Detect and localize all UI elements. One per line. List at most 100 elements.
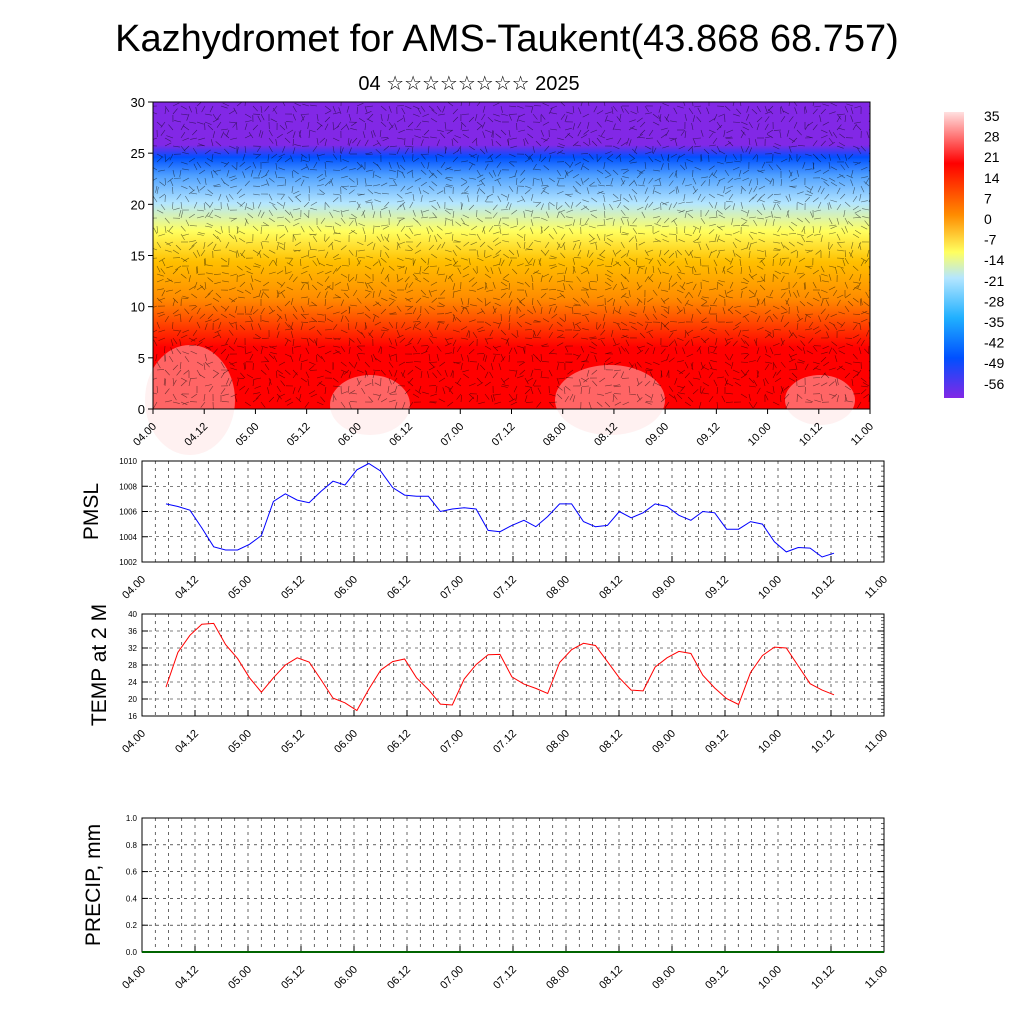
wind-barb	[628, 119, 636, 123]
wind-barb	[544, 241, 550, 249]
wind-barb	[828, 153, 831, 161]
wind-barb	[583, 129, 590, 135]
wind-barb	[468, 257, 471, 265]
wind-barb	[351, 121, 358, 127]
wind-barb	[160, 121, 166, 128]
wind-barb	[292, 113, 296, 121]
wind-barb	[279, 233, 286, 239]
wind-barb	[430, 289, 438, 293]
wind-barb	[188, 337, 196, 342]
wind-barb	[657, 259, 662, 267]
wind-barb	[358, 118, 366, 123]
wind-barb	[652, 207, 660, 211]
wind-barb	[495, 153, 502, 159]
wind-barb	[508, 299, 513, 307]
wind-barb	[662, 239, 670, 243]
wind-barb	[424, 321, 430, 329]
wind-barb	[372, 129, 376, 137]
wind-barb	[292, 222, 300, 227]
wind-barbs	[153, 102, 870, 409]
wind-barb	[561, 241, 566, 249]
wind-barb	[772, 313, 778, 320]
wind-barb	[188, 286, 196, 291]
wind-barb	[774, 143, 782, 147]
wind-barb	[160, 129, 166, 136]
wind-barb	[644, 151, 652, 155]
wind-barb	[324, 161, 327, 169]
wind-barb	[348, 168, 356, 171]
wind-barb	[340, 289, 349, 291]
wind-barb	[676, 305, 681, 313]
wind-barb	[828, 141, 835, 147]
wind-barb	[774, 377, 782, 382]
wind-barb	[548, 369, 553, 377]
wind-barb	[300, 113, 305, 121]
wind-barb	[364, 322, 367, 331]
wind-barb	[596, 257, 604, 261]
wind-barb	[309, 248, 318, 251]
wind-barb	[244, 145, 247, 153]
wind-barb	[307, 297, 310, 305]
wind-barb	[260, 369, 267, 375]
wind-barb	[772, 178, 774, 187]
wind-barb	[414, 366, 422, 371]
wind-barb	[252, 309, 259, 315]
wind-barb	[550, 112, 558, 115]
wind-barb	[500, 193, 508, 198]
wind-barb	[764, 333, 771, 339]
wind-barb	[307, 283, 310, 291]
wind-barb	[276, 305, 282, 312]
wind-barb	[398, 129, 406, 133]
wind-barb	[734, 382, 742, 387]
wind-barb	[604, 362, 606, 371]
wind-barb	[532, 305, 536, 313]
wind-barb	[868, 345, 870, 354]
wind-barb	[305, 347, 310, 355]
wind-barb	[636, 267, 640, 275]
wind-barb	[211, 153, 214, 161]
wind-barb	[244, 265, 252, 271]
wind-barb	[180, 314, 182, 323]
wind-barb	[604, 281, 611, 287]
wind-barb	[716, 235, 720, 243]
wind-barb	[806, 249, 814, 254]
wind-barb	[484, 129, 492, 133]
wind-barb	[492, 263, 500, 267]
wind-barb	[577, 129, 582, 137]
wind-barb	[746, 241, 750, 249]
wind-barb	[788, 353, 793, 361]
wind-barb	[290, 297, 294, 305]
wind-barb	[524, 377, 529, 385]
wind-barb	[255, 333, 262, 339]
wind-barb	[820, 351, 828, 355]
wind-barb	[176, 193, 182, 200]
wind-barb	[380, 398, 388, 403]
wind-barb	[326, 305, 334, 310]
wind-barb	[585, 291, 590, 299]
wind-barb	[402, 155, 406, 163]
wind-barb	[290, 155, 294, 163]
wind-barb	[451, 233, 454, 241]
wind-barb	[859, 323, 862, 331]
wind-barb	[684, 331, 687, 339]
wind-barb	[660, 153, 664, 161]
wind-barb	[204, 225, 212, 228]
wind-barb	[598, 337, 606, 340]
wind-barb	[834, 379, 838, 387]
wind-barb	[636, 377, 640, 385]
wind-barb	[516, 345, 524, 349]
wind-barb	[244, 289, 252, 295]
wind-barb	[180, 161, 188, 165]
wind-barb	[583, 205, 590, 211]
wind-barb	[735, 253, 742, 259]
wind-barb	[563, 387, 566, 395]
wind-barb	[600, 339, 606, 347]
wind-barb	[844, 361, 852, 365]
wind-barb	[675, 171, 678, 179]
wind-barb	[326, 264, 334, 267]
wind-barb	[252, 397, 259, 403]
wind-barb	[693, 137, 702, 139]
wind-barb	[190, 337, 198, 342]
wind-barb	[764, 393, 769, 401]
wind-barb	[564, 127, 572, 131]
